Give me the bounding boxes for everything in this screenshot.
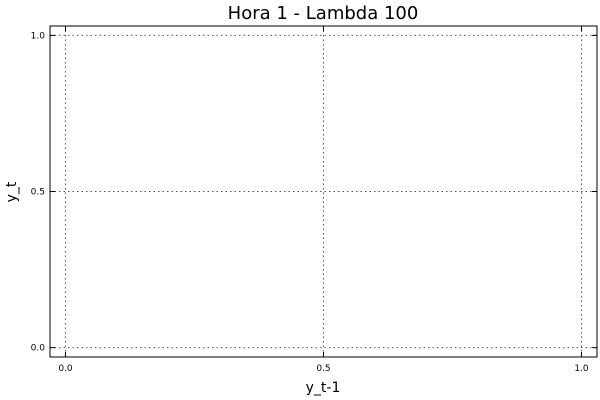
x-axis-label: y_t-1 (306, 380, 341, 396)
x-tick-labels: 0.0 0.5 1.0 (58, 364, 589, 374)
y-tick-label: 0.5 (31, 188, 45, 198)
x-tick-label: 0.0 (58, 364, 73, 374)
grid (50, 26, 597, 357)
x-tick-label: 1.0 (574, 364, 589, 374)
y-axis-label: y_t (4, 181, 20, 202)
y-tick-label: 1.0 (31, 31, 46, 41)
x-tick-label: 0.5 (316, 364, 330, 374)
y-tick-label: 0.0 (31, 344, 46, 354)
plot-frame (49, 25, 598, 358)
chart-title: Hora 1 - Lambda 100 (228, 3, 419, 24)
axis-ticks (50, 26, 597, 357)
y-tick-labels: 0.0 0.5 1.0 (31, 31, 46, 353)
